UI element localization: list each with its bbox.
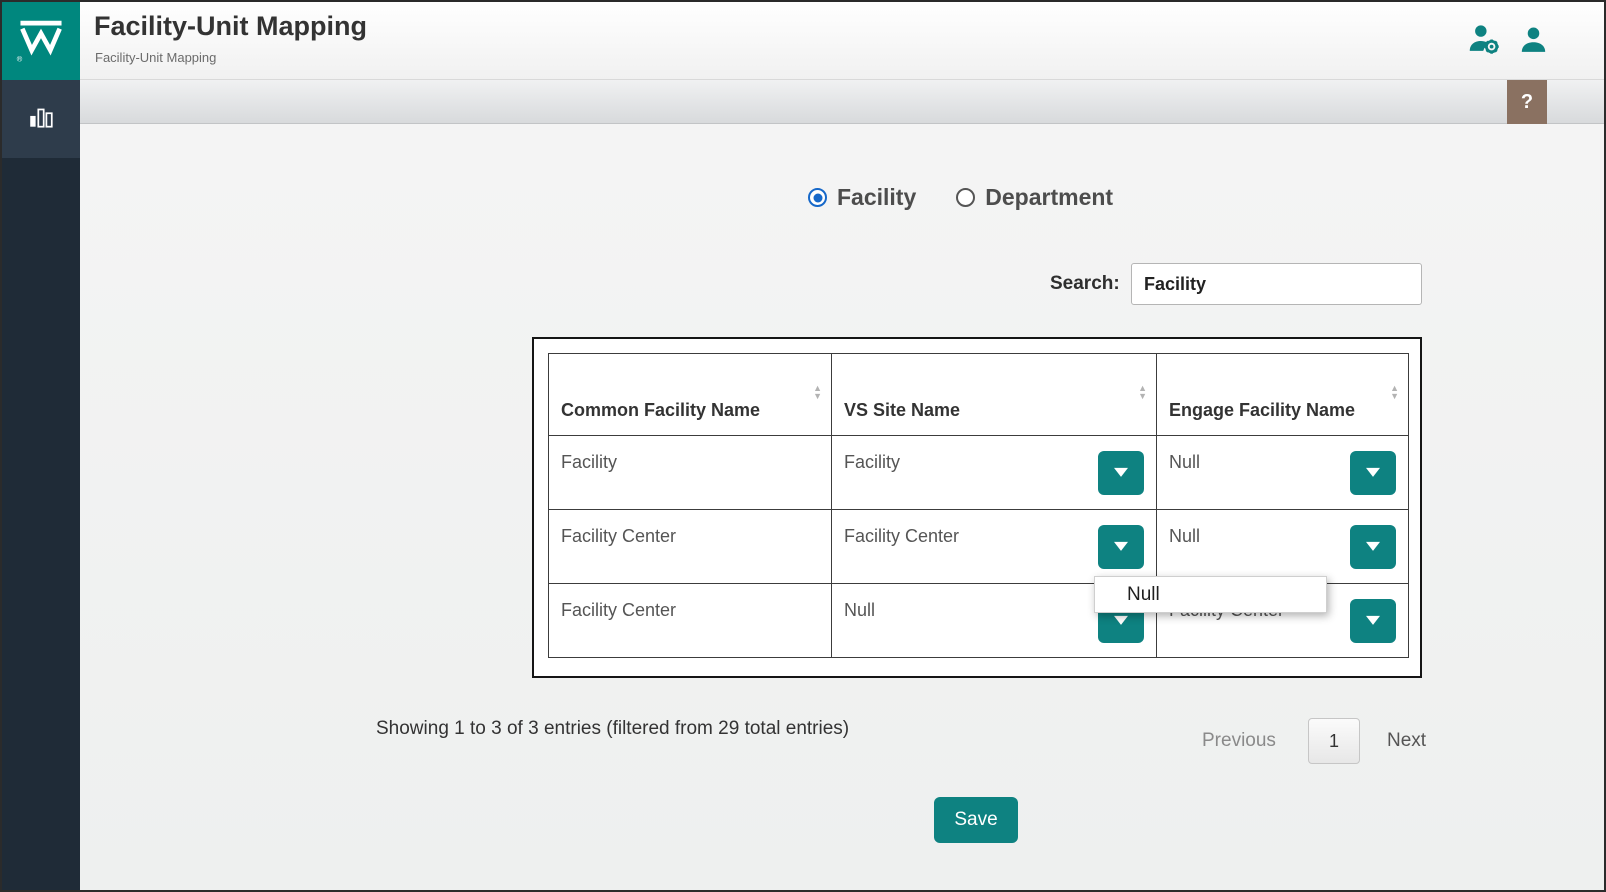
common-facility-cell: Facility: [548, 435, 832, 510]
table-row: Facility Center Facility Center Null: [548, 509, 1409, 584]
sort-icon: [1138, 384, 1147, 400]
search-label: Search:: [1050, 273, 1120, 294]
column-header-vs-site-name[interactable]: VS Site Name: [831, 353, 1157, 436]
column-header-label: VS Site Name: [844, 400, 961, 420]
engage-facility-dropdown-button[interactable]: [1350, 525, 1396, 569]
save-button[interactable]: Save: [934, 797, 1018, 843]
facility-radio-label: Facility: [837, 184, 917, 210]
column-header-label: Engage Facility Name: [1169, 400, 1356, 420]
cell-text: Facility: [561, 452, 618, 472]
sidebar: [2, 80, 80, 890]
cell-text: Facility Center: [561, 526, 677, 546]
table-header-row: Common Facility Name VS Site Name Engage…: [548, 353, 1409, 436]
dropdown-option-null[interactable]: Null: [1127, 583, 1160, 605]
cell-text: Facility Center: [561, 600, 677, 620]
header-icons: [1465, 20, 1550, 58]
user-profile-icon[interactable]: [1517, 23, 1550, 56]
sort-icon: [1390, 384, 1399, 400]
column-header-common-facility-name[interactable]: Common Facility Name: [548, 353, 832, 436]
open-dropdown-menu: Null: [1094, 576, 1327, 613]
table-row: Facility Facility Null: [548, 435, 1409, 510]
toolbar: [80, 80, 1604, 124]
cell-text: Facility Center: [844, 526, 960, 546]
next-page-link[interactable]: Next: [1387, 730, 1427, 751]
sidebar-item-reports[interactable]: [2, 80, 80, 158]
cell-text: Facility: [844, 452, 901, 472]
facility-mapping-table-container: Common Facility Name VS Site Name Engage…: [532, 337, 1422, 678]
page-number-button[interactable]: 1: [1308, 718, 1360, 764]
cell-text: Null: [844, 600, 876, 620]
vs-site-dropdown-button[interactable]: [1098, 451, 1144, 495]
cell-text: Null: [1169, 452, 1201, 472]
previous-page-link[interactable]: Previous: [1202, 730, 1276, 751]
support-settings-icon[interactable]: [1465, 20, 1503, 58]
column-header-engage-facility-name[interactable]: Engage Facility Name: [1156, 353, 1409, 436]
engage-facility-dropdown-button[interactable]: [1350, 451, 1396, 495]
sort-icon: [813, 384, 822, 400]
vs-site-cell: Null: [831, 583, 1157, 658]
page-title: Facility-Unit Mapping: [94, 11, 367, 41]
radio-unselected-icon: [956, 188, 976, 207]
radio-selected-icon: [808, 188, 827, 207]
vs-site-cell: Facility: [831, 435, 1157, 510]
engage-facility-cell: Null: [1156, 435, 1409, 510]
engage-facility-dropdown-button[interactable]: [1350, 599, 1396, 643]
cell-text: Null: [1169, 526, 1201, 546]
brand-logo-icon: ®: [13, 11, 69, 72]
common-facility-cell: Facility Center: [548, 583, 832, 658]
vs-site-dropdown-button[interactable]: [1098, 525, 1144, 569]
help-button[interactable]: ?: [1507, 80, 1547, 124]
bar-chart-icon: [27, 103, 55, 136]
engage-facility-cell: Null: [1156, 509, 1409, 584]
app-logo[interactable]: ®: [2, 2, 80, 80]
entries-summary: Showing 1 to 3 of 3 entries (filtered fr…: [376, 718, 850, 739]
search-input[interactable]: [1131, 263, 1422, 305]
mapping-type-radio-group: Facility Department: [808, 184, 1113, 211]
vs-site-cell: Facility Center: [831, 509, 1157, 584]
facility-mapping-table: Common Facility Name VS Site Name Engage…: [548, 353, 1409, 658]
common-facility-cell: Facility Center: [548, 509, 832, 584]
breadcrumb: Facility-Unit Mapping: [95, 50, 217, 65]
column-header-label: Common Facility Name: [561, 400, 761, 420]
facility-radio[interactable]: Facility: [808, 184, 916, 211]
department-radio[interactable]: Department: [956, 184, 1113, 211]
svg-text:®: ®: [17, 54, 23, 63]
department-radio-label: Department: [985, 184, 1114, 210]
header: ® Facility-Unit Mapping Facility-Unit Ma…: [2, 2, 1604, 80]
